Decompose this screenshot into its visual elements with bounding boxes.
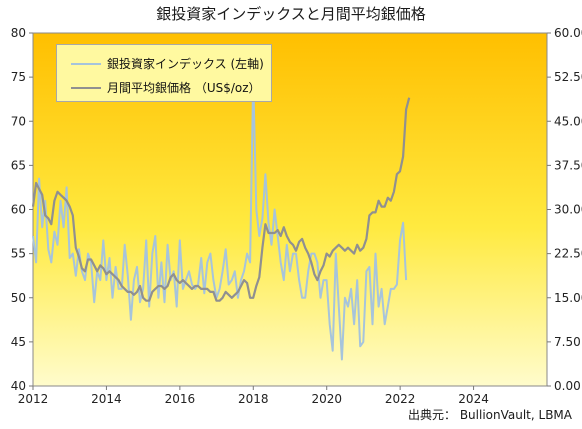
- x-tick-label: 2020: [311, 392, 342, 406]
- x-tick-label: 2016: [165, 392, 196, 406]
- right-tick-label: 60.00: [554, 26, 582, 40]
- left-tick-label: 50: [11, 291, 26, 305]
- x-tick-label: 2022: [385, 392, 416, 406]
- left-tick-label: 80: [11, 26, 26, 40]
- source-note: 出典元： BullionVault, LBMA: [408, 408, 572, 422]
- chart-title: 銀投資家インデックスと月間平均銀価格: [156, 5, 426, 23]
- legend-label-silver-index: 銀投資家インデックス (左軸): [107, 57, 264, 71]
- series-line-silver-index: [32, 76, 408, 361]
- right-tick-label: 0.00: [554, 379, 581, 393]
- right-tick-label: 45.00: [554, 114, 582, 128]
- legend: 銀投資家インデックス (左軸) 月間平均銀価格 （US$/oz）: [56, 44, 272, 102]
- legend-item-silver-index: 銀投資家インデックス (左軸): [71, 55, 264, 72]
- right-tick-label: 15.00: [554, 291, 582, 305]
- series-lines: [31, 76, 411, 361]
- x-tick-label: 2014: [91, 392, 122, 406]
- x-tick-label: 2012: [18, 392, 49, 406]
- legend-swatch-silver-index: [71, 62, 101, 65]
- left-tick-label: 55: [11, 247, 26, 261]
- right-tick-label: 52.50: [554, 70, 582, 84]
- left-tick-label: 40: [11, 379, 26, 393]
- right-tick-label: 30.00: [554, 203, 582, 217]
- left-tick-label: 65: [11, 158, 26, 172]
- left-tick-label: 60: [11, 203, 26, 217]
- legend-swatch-silver-price: [71, 86, 101, 89]
- left-tick-label: 45: [11, 335, 26, 349]
- series-line-silver-price: [31, 97, 411, 302]
- x-axis-ticks: 2012 2014 2016 2018 2020 2022 2024: [18, 386, 489, 406]
- legend-label-silver-price: 月間平均銀価格 （US$/oz）: [107, 81, 261, 95]
- left-tick-label: 70: [11, 114, 26, 128]
- left-tick-label: 75: [11, 70, 26, 84]
- right-tick-label: 22.50: [554, 247, 582, 261]
- left-axis-ticks: 40 45 50 55 60 65 70 75 80: [11, 26, 33, 393]
- x-tick-label: 2024: [458, 392, 489, 406]
- legend-item-silver-price: 月間平均銀価格 （US$/oz）: [71, 79, 261, 96]
- x-tick-label: 2018: [238, 392, 269, 406]
- right-tick-label: 7.50: [554, 335, 581, 349]
- right-tick-label: 37.50: [554, 158, 582, 172]
- right-axis-ticks: 0.00 7.50 15.00 22.50 30.00 37.50 45.00 52.50 60…: [547, 26, 582, 393]
